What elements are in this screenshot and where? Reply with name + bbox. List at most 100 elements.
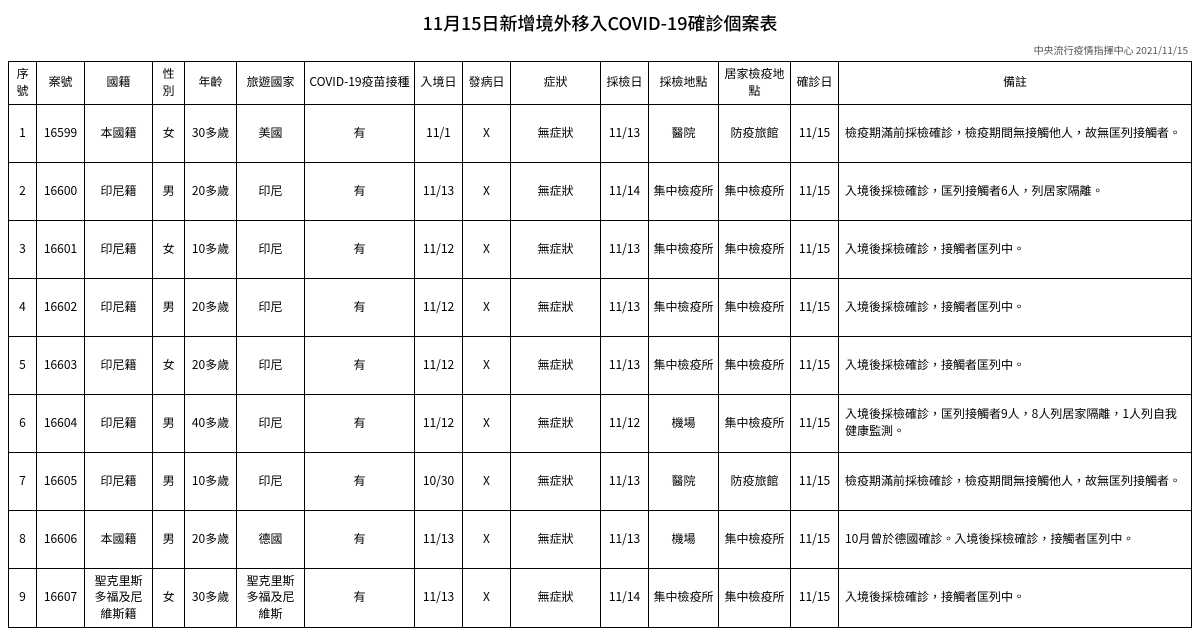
cell-sex: 男 [153, 452, 185, 510]
cell-sex: 男 [153, 510, 185, 568]
cell-testLocation: 集中檢疫所 [649, 568, 719, 627]
cell-caseNo: 16605 [37, 452, 85, 510]
cell-remark: 入境後採檢確診，接觸者匡列中。 [839, 220, 1192, 278]
cell-quarLocation: 防疫旅館 [719, 452, 791, 510]
cell-symptom: 無症狀 [511, 104, 601, 162]
cell-country: 印尼 [237, 452, 305, 510]
cell-nationality: 印尼籍 [85, 394, 153, 452]
table-row: 116599本國籍女30多歲美國有11/1X無症狀11/13醫院防疫旅館11/1… [9, 104, 1192, 162]
cell-testDate: 11/13 [601, 220, 649, 278]
cell-testLocation: 集中檢疫所 [649, 162, 719, 220]
cell-nationality: 印尼籍 [85, 162, 153, 220]
table-row: 516603印尼籍女20多歲印尼有11/12X無症狀11/13集中檢疫所集中檢疫… [9, 336, 1192, 394]
col-testlocation: 採檢地點 [649, 62, 719, 105]
cell-entryDate: 11/13 [415, 568, 463, 627]
cell-vaccine: 有 [305, 394, 415, 452]
cell-testLocation: 集中檢疫所 [649, 220, 719, 278]
cell-onsetDate: X [463, 394, 511, 452]
cell-vaccine: 有 [305, 568, 415, 627]
cell-country: 印尼 [237, 278, 305, 336]
cell-confirmDate: 11/15 [791, 510, 839, 568]
cell-seq: 7 [9, 452, 37, 510]
table-row: 716605印尼籍男10多歲印尼有10/30X無症狀11/13醫院防疫旅館11/… [9, 452, 1192, 510]
cell-testDate: 11/13 [601, 510, 649, 568]
cell-entryDate: 11/12 [415, 220, 463, 278]
cell-confirmDate: 11/15 [791, 162, 839, 220]
cell-country: 聖克里斯多福及尼維斯 [237, 568, 305, 627]
cell-remark: 10月曾於德國確診。入境後採檢確診，接觸者匡列中。 [839, 510, 1192, 568]
col-entrydate: 入境日 [415, 62, 463, 105]
cell-onsetDate: X [463, 568, 511, 627]
cell-sex: 男 [153, 394, 185, 452]
col-caseno: 案號 [37, 62, 85, 105]
cell-age: 40多歲 [185, 394, 237, 452]
cell-remark: 入境後採檢確診，接觸者匡列中。 [839, 336, 1192, 394]
cell-vaccine: 有 [305, 510, 415, 568]
cell-confirmDate: 11/15 [791, 220, 839, 278]
cell-quarLocation: 防疫旅館 [719, 104, 791, 162]
cell-country: 印尼 [237, 336, 305, 394]
page-title: 11月15日新增境外移入COVID-19確診個案表 [8, 10, 1192, 36]
cell-quarLocation: 集中檢疫所 [719, 278, 791, 336]
col-seq: 序號 [9, 62, 37, 105]
cell-sex: 女 [153, 104, 185, 162]
cell-remark: 入境後採檢確診，匡列接觸者6人，列居家隔離。 [839, 162, 1192, 220]
cell-symptom: 無症狀 [511, 278, 601, 336]
cell-symptom: 無症狀 [511, 394, 601, 452]
cell-seq: 2 [9, 162, 37, 220]
cell-confirmDate: 11/15 [791, 568, 839, 627]
cell-confirmDate: 11/15 [791, 336, 839, 394]
cell-sex: 女 [153, 568, 185, 627]
cell-quarLocation: 集中檢疫所 [719, 394, 791, 452]
cell-remark: 檢疫期滿前採檢確診，檢疫期間無接觸他人，故無匡列接觸者。 [839, 452, 1192, 510]
cell-testDate: 11/12 [601, 394, 649, 452]
cell-sex: 男 [153, 278, 185, 336]
cell-entryDate: 11/12 [415, 278, 463, 336]
cell-caseNo: 16600 [37, 162, 85, 220]
table-row: 216600印尼籍男20多歲印尼有11/13X無症狀11/14集中檢疫所集中檢疫… [9, 162, 1192, 220]
cell-testLocation: 機場 [649, 394, 719, 452]
cell-seq: 5 [9, 336, 37, 394]
cell-onsetDate: X [463, 452, 511, 510]
cell-seq: 4 [9, 278, 37, 336]
cell-caseNo: 16607 [37, 568, 85, 627]
cell-caseNo: 16606 [37, 510, 85, 568]
cell-seq: 3 [9, 220, 37, 278]
cell-vaccine: 有 [305, 336, 415, 394]
cell-seq: 9 [9, 568, 37, 627]
table-row: 816606本國籍男20多歲德國有11/13X無症狀11/13機場集中檢疫所11… [9, 510, 1192, 568]
cell-remark: 入境後採檢確診，接觸者匡列中。 [839, 278, 1192, 336]
cell-nationality: 印尼籍 [85, 220, 153, 278]
cell-vaccine: 有 [305, 162, 415, 220]
cell-sex: 女 [153, 220, 185, 278]
cell-caseNo: 16603 [37, 336, 85, 394]
cell-symptom: 無症狀 [511, 510, 601, 568]
cell-onsetDate: X [463, 278, 511, 336]
cell-remark: 檢疫期滿前採檢確診，檢疫期間無接觸他人，故無匡列接觸者。 [839, 104, 1192, 162]
cell-age: 30多歲 [185, 568, 237, 627]
cell-quarLocation: 集中檢疫所 [719, 568, 791, 627]
cell-caseNo: 16602 [37, 278, 85, 336]
cell-testLocation: 醫院 [649, 452, 719, 510]
cell-caseNo: 16604 [37, 394, 85, 452]
cell-nationality: 聖克里斯多福及尼維斯籍 [85, 568, 153, 627]
cell-testDate: 11/13 [601, 336, 649, 394]
cell-onsetDate: X [463, 510, 511, 568]
cell-entryDate: 11/13 [415, 162, 463, 220]
cell-quarLocation: 集中檢疫所 [719, 220, 791, 278]
cell-remark: 入境後採檢確診，接觸者匡列中。 [839, 568, 1192, 627]
table-row: 916607聖克里斯多福及尼維斯籍女30多歲聖克里斯多福及尼維斯有11/13X無… [9, 568, 1192, 627]
cell-sex: 女 [153, 336, 185, 394]
cell-quarLocation: 集中檢疫所 [719, 336, 791, 394]
cell-nationality: 印尼籍 [85, 452, 153, 510]
case-table: 序號 案號 國籍 性別 年齡 旅遊國家 COVID-19疫苗接種 入境日 發病日… [8, 61, 1192, 628]
source-label: 中央流行疫情指揮中心 2021/11/15 [8, 42, 1192, 57]
cell-seq: 6 [9, 394, 37, 452]
col-testdate: 採檢日 [601, 62, 649, 105]
cell-nationality: 本國籍 [85, 510, 153, 568]
cell-symptom: 無症狀 [511, 220, 601, 278]
col-remark: 備註 [839, 62, 1192, 105]
col-confirmdate: 確診日 [791, 62, 839, 105]
col-onsetdate: 發病日 [463, 62, 511, 105]
col-country: 旅遊國家 [237, 62, 305, 105]
